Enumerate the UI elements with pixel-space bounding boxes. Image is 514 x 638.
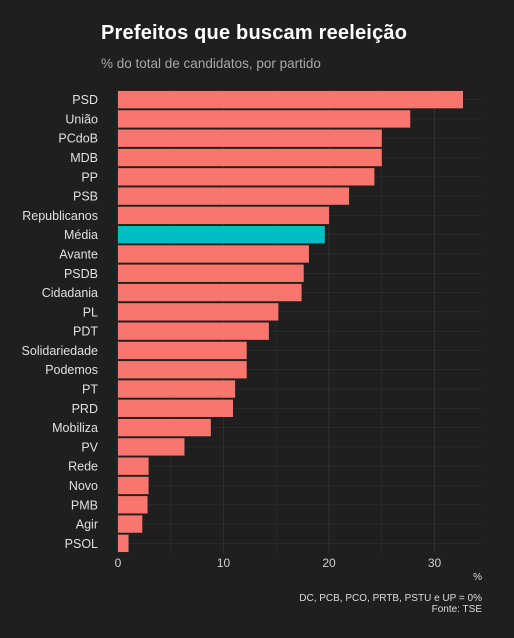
- category-labels: PSD União PCdoB MDB PP PSB Republicanos Média Av…: [22, 93, 99, 551]
- caption-source: Fonte: TSE: [431, 604, 482, 615]
- category-label: PSOL: [65, 537, 98, 551]
- category-label: PV: [81, 440, 98, 454]
- category-label: PT: [82, 383, 98, 397]
- bar-psol: [118, 534, 129, 553]
- category-label: PL: [83, 305, 98, 319]
- bar-solidariedade: [118, 341, 247, 360]
- category-label: PSDB: [64, 267, 98, 281]
- category-label: PRD: [72, 402, 98, 416]
- bar-mobiliza: [118, 418, 211, 437]
- category-label: MDB: [70, 151, 98, 165]
- category-label: Republicanos: [22, 209, 98, 223]
- bar-pl: [118, 303, 279, 321]
- category-label: Novo: [69, 479, 98, 493]
- bar-rede: [118, 457, 149, 475]
- bar-avante: [118, 245, 309, 263]
- x-axis-label: %: [473, 572, 482, 583]
- x-tick-label: 30: [428, 556, 442, 570]
- bar-pp: [118, 168, 375, 186]
- x-tick-label: 0: [115, 556, 122, 570]
- chart-title: Prefeitos que buscam reeleição: [101, 22, 408, 44]
- category-label: PP: [81, 170, 98, 184]
- bar-média: [118, 226, 325, 244]
- category-label: União: [65, 112, 98, 126]
- bar-novo: [118, 476, 149, 495]
- caption-note: DC, PCB, PCO, PRTB, PSTU e UP = 0%: [299, 593, 482, 604]
- bar-pv: [118, 438, 185, 456]
- category-label: Agir: [76, 518, 98, 532]
- bar-psb: [118, 187, 350, 205]
- category-label: PCdoB: [58, 132, 98, 146]
- category-label: Mobiliza: [52, 421, 98, 435]
- bar-psdb: [118, 264, 304, 282]
- category-label: Rede: [68, 460, 98, 474]
- category-label: Avante: [59, 247, 98, 261]
- category-label: Podemos: [45, 363, 98, 377]
- category-label: PDT: [73, 325, 98, 339]
- x-tick-label: 10: [217, 556, 231, 570]
- x-tick-label: 20: [322, 556, 336, 570]
- bar-podemos: [118, 361, 247, 379]
- x-tick-labels: 0 10 20 30: [115, 556, 442, 570]
- bar-psd: [118, 90, 464, 109]
- bars: [118, 90, 464, 553]
- category-label: PMB: [71, 498, 98, 512]
- bar-pt: [118, 380, 236, 398]
- category-label: Solidariedade: [22, 344, 98, 358]
- bar-pdt: [118, 322, 269, 340]
- bar-cidadania: [118, 283, 302, 302]
- bar-pcdob: [118, 129, 382, 147]
- chart-subtitle: % do total de candidatos, por partido: [101, 56, 321, 71]
- bar-prd: [118, 399, 234, 417]
- category-label: Cidadania: [42, 286, 98, 300]
- bar-pmb: [118, 496, 148, 514]
- category-label: PSB: [73, 190, 98, 204]
- bar-união: [118, 110, 411, 128]
- bar-republicanos: [118, 206, 330, 225]
- bar-mdb: [118, 148, 382, 167]
- bar-agir: [118, 515, 143, 533]
- category-label: Média: [64, 228, 98, 242]
- category-label: PSD: [72, 93, 98, 107]
